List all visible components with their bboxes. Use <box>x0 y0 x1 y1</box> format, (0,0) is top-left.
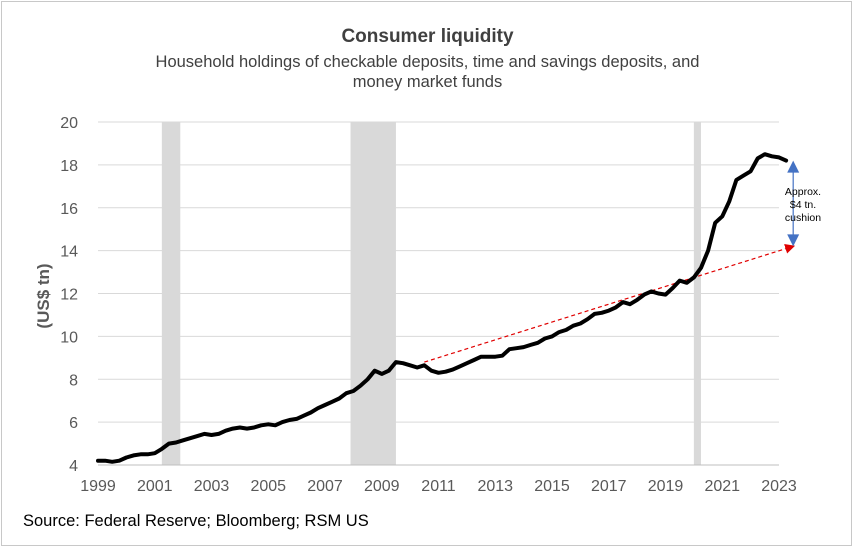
cushion-group <box>787 160 800 247</box>
y-tick-label-16: 16 <box>60 201 78 218</box>
trend-line <box>424 243 796 363</box>
chart-title: Consumer liquidity <box>341 26 514 47</box>
x-tick-label-2009: 2009 <box>364 478 400 495</box>
x-tick-label-2011: 2011 <box>421 478 456 495</box>
y-tick-label-14: 14 <box>60 244 78 261</box>
cushion-arrow-head-down <box>787 234 800 247</box>
series-line-1 <box>96 152 789 464</box>
chart-subtitle-line-2: money market funds <box>352 73 503 91</box>
y-axis-label: (US$ tn) <box>34 263 53 328</box>
x-tick-label-2001: 2001 <box>137 478 173 495</box>
trend-line-group <box>424 243 796 363</box>
x-tick-label-2005: 2005 <box>250 478 286 495</box>
x-tick-label-2017: 2017 <box>591 478 627 495</box>
chart-subtitle: Household holdings of checkable deposits… <box>0 52 855 92</box>
y-tick-label-18: 18 <box>60 158 78 175</box>
x-tick-label-2023: 2023 <box>761 478 797 495</box>
y-tick-label-20: 20 <box>60 115 78 132</box>
series-group <box>96 152 789 464</box>
y-tick-label-12: 12 <box>60 287 78 304</box>
y-tick-label-8: 8 <box>69 372 78 389</box>
cushion-arrow-head-up <box>787 160 800 173</box>
y-tick-label-4: 4 <box>69 458 78 475</box>
chart-subtitle-line-1: Household holdings of checkable deposits… <box>155 53 700 71</box>
cushion-annotation-line-2: $4 tn. <box>790 199 816 211</box>
x-tick-label-2007: 2007 <box>307 478 343 495</box>
x-tick-label-2021: 2021 <box>704 478 740 495</box>
x-tick-label-2019: 2019 <box>648 478 684 495</box>
source-note: Source: Federal Reserve; Bloomberg; RSM … <box>23 512 369 530</box>
y-tick-label-6: 6 <box>69 415 78 432</box>
y-tick-label-10: 10 <box>60 329 78 346</box>
cushion-annotation-line-1: Approx. <box>785 186 821 198</box>
x-tick-label-1999: 1999 <box>80 478 116 495</box>
x-tick-label-2013: 2013 <box>477 478 513 495</box>
gridlines <box>98 121 779 423</box>
x-tick-label-2003: 2003 <box>194 478 230 495</box>
x-tick-label-2015: 2015 <box>534 478 570 495</box>
cushion-annotation-line-3: cushion <box>785 212 821 224</box>
axes: 4 6 8 10 12 14 16 18 20 1999 2001 2003 2005 2007 2009 2… <box>60 115 797 495</box>
